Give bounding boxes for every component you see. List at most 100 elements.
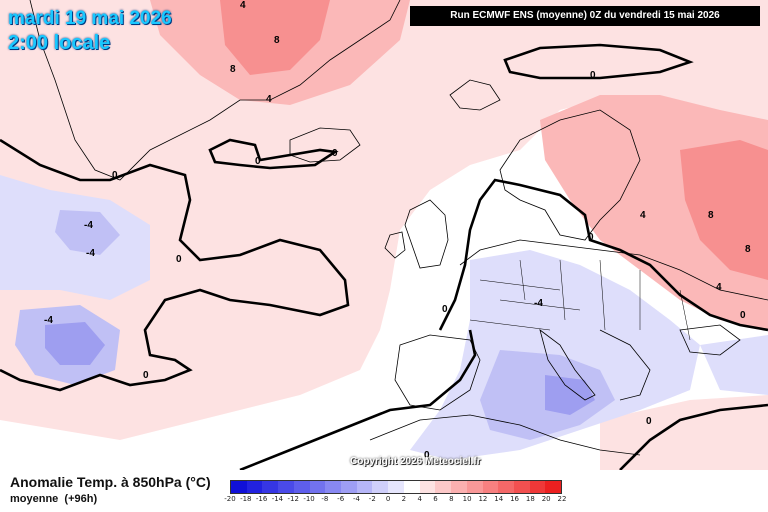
contour-label: 0: [588, 232, 594, 243]
cool-area-east: [700, 335, 768, 395]
cool-area-west-core: [55, 210, 120, 255]
coastlines: [29, 0, 768, 456]
legend-swatch: [309, 481, 326, 493]
subtitle-text: moyenne: [10, 493, 59, 505]
legend-swatch: [482, 481, 499, 493]
coast-continent: [459, 239, 768, 301]
legend-swatch: [498, 481, 514, 493]
legend-tick-label: -2: [368, 495, 376, 503]
legend-swatch: [372, 481, 389, 493]
legend-tick-label: -10: [303, 495, 315, 503]
contour-label: 0: [740, 310, 746, 321]
contour-label: -4: [86, 248, 95, 259]
contour-label: 0: [442, 304, 448, 315]
coast-scandinavia: [499, 109, 641, 241]
coast-black-sea: [679, 324, 741, 356]
legend-tick-label: 4: [417, 495, 422, 503]
contour-label: 4: [716, 282, 722, 293]
legend-tick-label: 0: [385, 495, 391, 503]
coast-greenland: [29, 0, 401, 181]
legend-tick-label: 2: [401, 495, 407, 503]
legend-swatch: [231, 481, 247, 493]
temperature-anomaly-map: -4 -4 -4 -4 0 0 0 0 0 0 0 0 0 0 0 4 4 4 …: [0, 0, 768, 470]
contour-label: -4: [84, 220, 93, 231]
cool-anomaly-areas: [0, 175, 768, 460]
warm-anomaly-areas: [0, 0, 768, 470]
cool-area-mediterranean-core: [545, 375, 595, 415]
contour-zero-europe: [438, 178, 768, 332]
warm-area-southeast: [600, 395, 768, 470]
legend-tick-label: -4: [352, 495, 360, 503]
borders-europe: [469, 259, 691, 341]
contour-label: 0: [255, 156, 261, 167]
legend-swatch: [293, 481, 310, 493]
legend-tick-label: 6: [433, 495, 438, 503]
color-legend: -20 -18 -16 -14 -12 -10 -8 -6 -4 -2 0 2 4 6 8 10 12 14 16 1…: [224, 480, 566, 510]
legend-swatch: [545, 481, 562, 493]
contour-zero-atlantic: [0, 138, 350, 392]
legend-swatch: [278, 481, 294, 493]
coast-ireland: [384, 231, 406, 259]
legend-swatch: [466, 481, 483, 493]
legend-swatch: [246, 481, 263, 493]
contour-label: 0: [646, 416, 652, 427]
contour-label: 0: [112, 170, 118, 181]
legend-ticks: -20 -18 -16 -14 -12 -10 -8 -6 -4 -2 0 2 4 6 8 10 12 14 16 1…: [224, 494, 566, 506]
legend-tick-label: 18: [525, 495, 535, 503]
contour-label: 8: [745, 244, 751, 255]
contour-label: 8: [708, 210, 714, 221]
warm-area-russia-core: [680, 140, 768, 280]
forecast-time: 2:00 locale: [8, 32, 111, 54]
contour-zero-southeast: [619, 403, 768, 470]
legend-tick-label: 20: [541, 495, 551, 503]
coast-balkans: [599, 329, 651, 401]
legend-swatch: [435, 481, 452, 493]
contour-label: 8: [274, 35, 280, 46]
legend-swatch: [419, 481, 436, 493]
variable-title: Anomalie Temp. à 850hPa (°C): [10, 474, 211, 490]
variable-subtitle: moyenne (+96h): [10, 493, 97, 505]
run-banner: Run ECMWF ENS (moyenne) 0Z du vendredi 1…: [410, 6, 760, 26]
contour-label: 0: [176, 254, 182, 265]
contour-label: -4: [534, 298, 543, 309]
forecast-date: mardi 19 mai 2026: [8, 8, 172, 29]
contour-zero-south: [239, 329, 477, 470]
legend-tick-label: -8: [321, 495, 329, 503]
contour-labels: -4 -4 -4 -4 0 0 0 0 0 0 0 0 0 0 0 4 4 4 …: [44, 0, 751, 461]
contour-label: 4: [266, 94, 272, 105]
warm-area-greenland-core: [220, 0, 330, 75]
legend-swatch: [262, 481, 279, 493]
contour-label: 0: [332, 148, 338, 159]
legend-swatch: [451, 481, 467, 493]
legend-tick-label: -14: [271, 495, 284, 503]
contour-label: 0: [143, 370, 149, 381]
legend-tick-label: 12: [478, 495, 488, 503]
coast-british-isles: [404, 199, 449, 269]
contour-zero-iceland: [208, 138, 339, 170]
legend-swatch: [388, 481, 404, 493]
coast-svalbard: [449, 79, 501, 111]
legend-color-bar: [230, 480, 562, 494]
contour-zero-north: [503, 43, 694, 80]
contour-label: 4: [640, 210, 646, 221]
legend-tick-label: -16: [255, 495, 268, 503]
legend-swatch: [325, 481, 342, 493]
contour-label: 0: [424, 450, 430, 461]
legend-tick-label: 22: [557, 495, 567, 503]
legend-swatch: [513, 481, 530, 493]
copyright-text: Copyright 2026 Meteociel.fr: [350, 456, 481, 467]
legend-tick-label: 8: [449, 495, 454, 503]
coast-iceland: [289, 127, 361, 163]
cool-area-southwest-core: [45, 322, 105, 365]
legend-swatch: [529, 481, 546, 493]
zero-contours: [0, 43, 768, 470]
coast-italy: [539, 328, 596, 401]
legend-swatch: [356, 481, 373, 493]
legend-tick-label: -6: [337, 495, 345, 503]
contour-label: 4: [240, 0, 246, 11]
contour-label: -4: [44, 315, 53, 326]
lead-time: (+96h): [64, 493, 98, 505]
legend-swatch: [341, 481, 357, 493]
contour-label: 8: [230, 64, 236, 75]
